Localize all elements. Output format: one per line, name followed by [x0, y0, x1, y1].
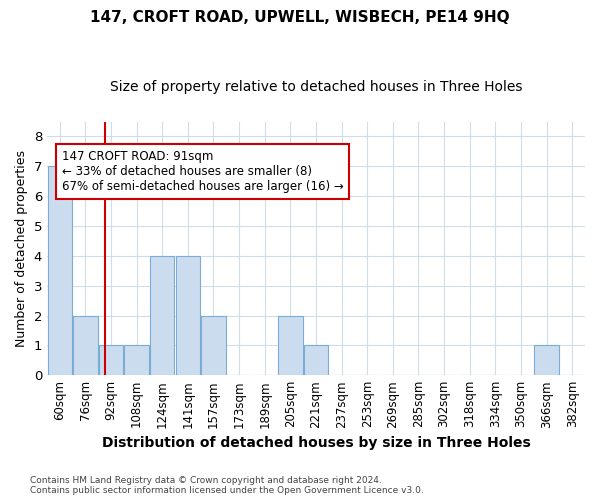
Text: 147, CROFT ROAD, UPWELL, WISBECH, PE14 9HQ: 147, CROFT ROAD, UPWELL, WISBECH, PE14 9…	[90, 10, 510, 25]
Bar	[176, 256, 200, 375]
Bar	[124, 346, 149, 375]
Bar	[99, 346, 123, 375]
Text: Contains HM Land Registry data © Crown copyright and database right 2024.
Contai: Contains HM Land Registry data © Crown c…	[30, 476, 424, 495]
Bar	[278, 316, 302, 375]
Bar	[535, 346, 559, 375]
Bar	[201, 316, 226, 375]
Bar	[304, 346, 328, 375]
Y-axis label: Number of detached properties: Number of detached properties	[15, 150, 28, 347]
Bar	[73, 316, 98, 375]
X-axis label: Distribution of detached houses by size in Three Holes: Distribution of detached houses by size …	[101, 436, 530, 450]
Bar	[150, 256, 175, 375]
Title: Size of property relative to detached houses in Three Holes: Size of property relative to detached ho…	[110, 80, 522, 94]
Text: 147 CROFT ROAD: 91sqm
← 33% of detached houses are smaller (8)
67% of semi-detac: 147 CROFT ROAD: 91sqm ← 33% of detached …	[62, 150, 344, 193]
Bar	[47, 166, 72, 375]
